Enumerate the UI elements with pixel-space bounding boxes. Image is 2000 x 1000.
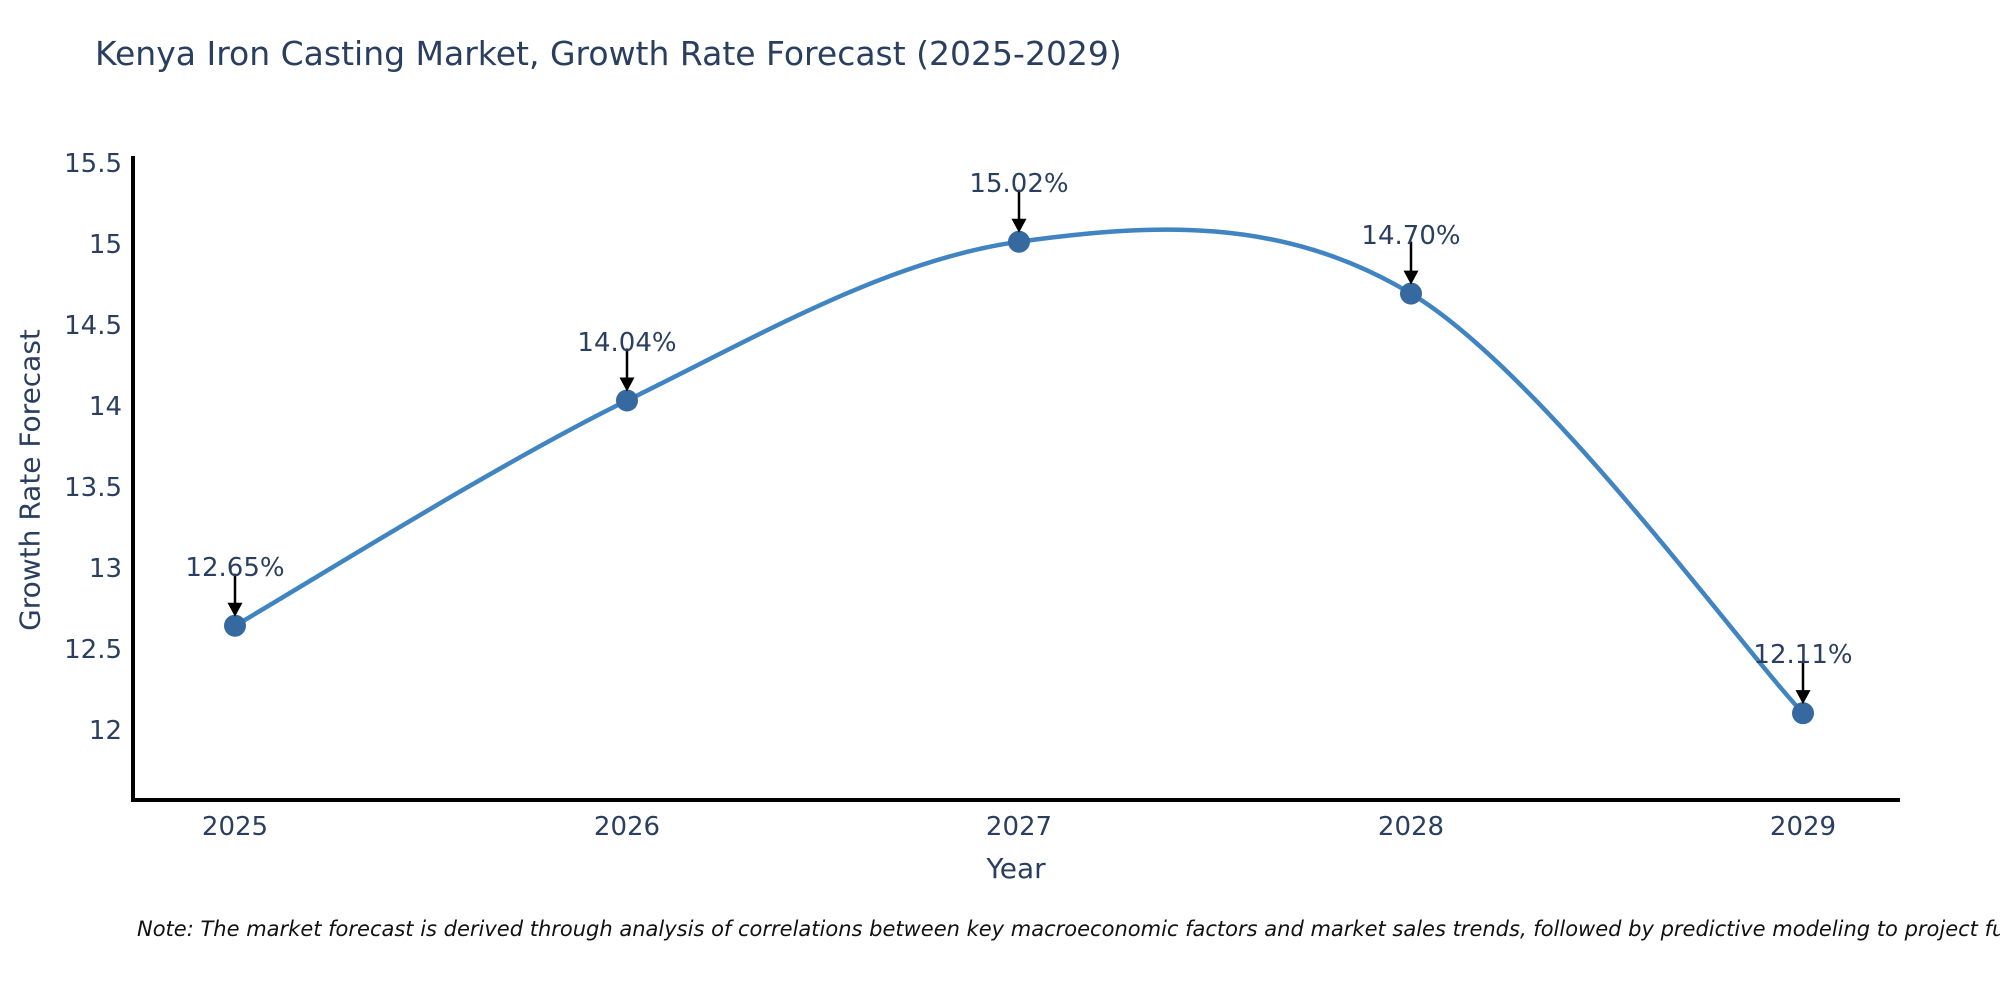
y-tick-label: 15.5 <box>64 149 122 179</box>
y-tick-label: 14.5 <box>64 311 122 341</box>
x-tick-label: 2026 <box>593 812 661 842</box>
point-annotation-label: 15.02% <box>969 168 1069 199</box>
y-tick-label: 14 <box>88 392 122 422</box>
x-tick-label: 2029 <box>1769 812 1837 842</box>
annotation-arrowhead <box>619 377 635 392</box>
y-tick-label: 13.5 <box>64 473 122 503</box>
chart-title: Kenya Iron Casting Market, Growth Rate F… <box>95 34 1122 73</box>
data-point-marker <box>224 614 246 637</box>
x-axis-title: Year <box>986 852 1046 885</box>
point-annotation-label: 14.70% <box>1361 220 1461 251</box>
x-tick-label: 2028 <box>1377 812 1445 842</box>
data-point-marker <box>616 389 638 412</box>
x-tick-label: 2027 <box>985 812 1053 842</box>
point-annotation-label: 12.11% <box>1753 640 1853 671</box>
point-annotation-label: 12.65% <box>185 552 285 583</box>
data-point-marker <box>1008 230 1030 253</box>
y-tick-label: 12.5 <box>64 635 122 665</box>
point-annotation-label: 14.04% <box>577 327 677 358</box>
forecast-line <box>232 227 1806 716</box>
footnote: Note: The market forecast is derived thr… <box>137 917 2000 941</box>
data-point-marker <box>1792 702 1814 725</box>
y-tick-label: 15 <box>88 230 122 260</box>
x-tick-label: 2025 <box>201 812 269 842</box>
annotation-arrowhead <box>1795 690 1811 705</box>
annotation-arrowhead <box>1011 218 1027 233</box>
annotation-arrowhead <box>227 602 243 617</box>
data-point-marker <box>1400 282 1422 305</box>
annotation-arrowhead <box>1403 270 1419 285</box>
y-tick-label: 13 <box>88 554 122 584</box>
y-tick-label: 12 <box>88 716 122 746</box>
